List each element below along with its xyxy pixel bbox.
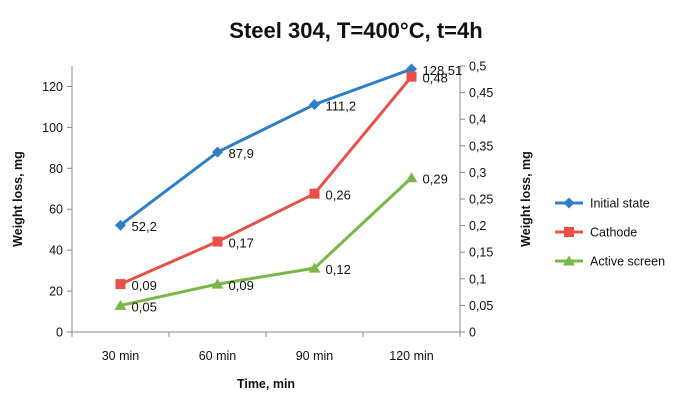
y-right-tick-label: 0,15 [469, 246, 493, 260]
y-right-tick-label: 0,45 [469, 86, 493, 100]
data-label-cathode: 0,48 [423, 71, 448, 86]
y-left-tick-label: 40 [49, 244, 63, 258]
series-line-active-screen [120, 176, 413, 307]
data-point-active-screen [114, 299, 127, 310]
data-label-cathode: 0,17 [229, 236, 254, 251]
data-point-cathode [406, 71, 417, 82]
series-line-initial-state [119, 67, 413, 227]
y-right-tick-label: 0,25 [469, 193, 493, 207]
data-point-initial-state [212, 146, 223, 158]
y-right-tick-label: 0,4 [469, 113, 486, 127]
y-right-tick-label: 0,3 [469, 166, 486, 180]
legend-label-initial-state: Initial state [590, 197, 650, 211]
legend-marker-initial-state [563, 197, 575, 209]
data-label-initial-state: 128,51 [423, 63, 463, 78]
data-label-active-screen: 0,05 [132, 299, 157, 314]
axes: 0 20 40 60 80 100 120 0 0,05 0,1 0,15 0,2 0,25 0,3 0,3… [42, 60, 493, 364]
data-point-initial-state [115, 219, 126, 231]
y-left-tick-label: 80 [49, 162, 63, 176]
data-label-active-screen: 0,09 [229, 278, 254, 293]
y-right-tick-label: 0,35 [469, 139, 493, 153]
data-point-active-screen [405, 172, 418, 183]
data-label-cathode: 0,26 [326, 188, 351, 203]
legend-marker-active-screen [563, 255, 575, 266]
y-axis-left-label: Weight loss, mg [11, 151, 25, 247]
y-left-tick-label: 0 [56, 326, 63, 340]
y-left-tick-label: 100 [42, 121, 63, 135]
series-line-cathode [119, 75, 413, 286]
x-axis-label: Time, min [237, 377, 295, 391]
y-right-tick-label: 0 [469, 326, 476, 340]
x-tick-label: 120 min [389, 349, 434, 363]
legend-label-cathode: Cathode [590, 226, 637, 240]
y-right-tick-label: 0,5 [469, 60, 486, 74]
legend: Initial state Cathode Active screen [555, 197, 665, 269]
y-right-tick-label: 0,05 [469, 299, 493, 313]
data-label-active-screen: 0,29 [423, 172, 448, 187]
x-tick-label: 90 min [296, 349, 334, 363]
data-point-active-screen [308, 262, 321, 273]
data-label-initial-state: 52,2 [132, 219, 157, 234]
y-left-tick-label: 60 [49, 203, 63, 217]
data-point-initial-state [309, 98, 320, 110]
y-right-tick-label: 0,1 [469, 272, 486, 286]
data-label-active-screen: 0,12 [326, 262, 351, 277]
data-point-cathode [212, 236, 223, 247]
data-label-initial-state: 87,9 [229, 146, 254, 161]
x-tick-label: 30 min [102, 349, 140, 363]
y-left-tick-label: 120 [42, 80, 63, 94]
legend-label-active-screen: Active screen [590, 255, 665, 269]
chart-title: Steel 304, T=400°C, t=4h [229, 18, 482, 43]
y-right-tick-label: 0,2 [469, 219, 486, 233]
y-axis-right-label: Weight loss, mg [519, 151, 533, 247]
legend-marker-cathode [564, 227, 574, 237]
data-point-cathode [309, 188, 320, 199]
series-layer: 52,2 87,9 111,2 128,51 0,09 0,17 0,26 0,48 0,05 0… [114, 63, 463, 314]
data-point-active-screen [211, 278, 224, 289]
data-point-cathode [115, 279, 126, 290]
x-tick-label: 60 min [199, 349, 237, 363]
data-label-cathode: 0,09 [132, 278, 157, 293]
data-label-initial-state: 111,2 [326, 98, 357, 113]
y-left-tick-label: 20 [49, 285, 63, 299]
